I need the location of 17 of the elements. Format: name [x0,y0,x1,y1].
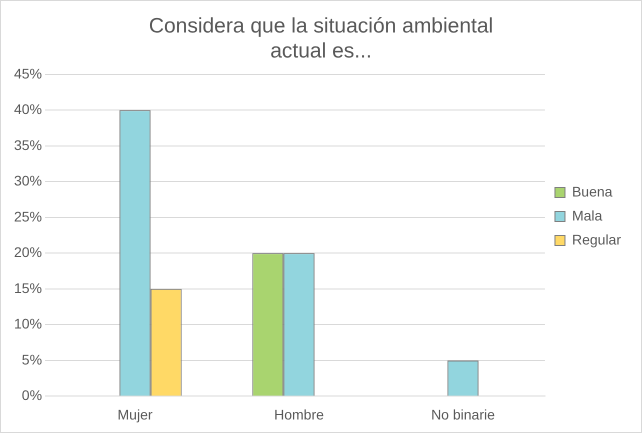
chart-title: Considera que la situación ambiental actual es... [148,14,494,63]
y-tick-label: 0% [22,387,42,404]
legend-label: Regular [572,231,622,248]
y-tick-label: 10% [14,316,42,332]
x-tick-label: No binarie [431,406,496,422]
y-tick-label: 30% [14,172,42,189]
y-tick-label: 35% [14,136,42,153]
y-tick-label: 45% [14,65,42,82]
legend-label: Buena [572,183,613,200]
x-tick-label: Mujer [118,406,153,422]
y-tick-label: 40% [14,101,42,118]
y-tick-label: 25% [14,208,42,224]
legend-label: Mala [572,207,603,224]
y-tick-label: 20% [14,244,42,260]
y-tick-label: 15% [14,280,42,296]
y-tick-label: 5% [22,351,42,368]
x-tick-label: Hombre [274,406,324,422]
